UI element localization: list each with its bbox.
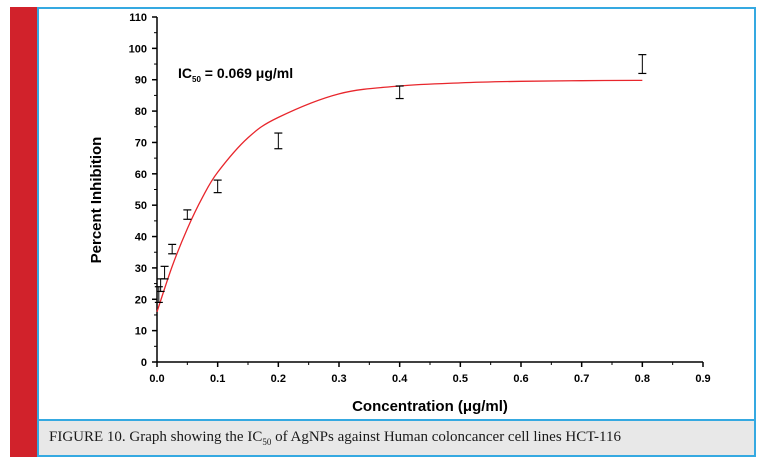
data-point bbox=[213, 179, 222, 194]
y-tick-label: 30 bbox=[135, 263, 147, 275]
ic50-annotation: IC50 = 0.069 μg/ml bbox=[178, 65, 293, 84]
data-point bbox=[160, 265, 169, 280]
y-tick-label: 0 bbox=[141, 357, 147, 369]
y-tick-label: 90 bbox=[135, 75, 147, 87]
x-tick-label: 0.3 bbox=[331, 373, 346, 385]
y-tick-label: 70 bbox=[135, 137, 147, 149]
fit-curve bbox=[156, 79, 643, 313]
data-point bbox=[638, 54, 647, 75]
ic50-annotation-subscript: 50 bbox=[192, 75, 201, 84]
chart-points bbox=[154, 54, 647, 304]
figure-caption: FIGURE 10. Graph showing the IC50 of AgN… bbox=[49, 429, 621, 447]
chart-ticks: 0 10 20 30 40 50 60 70 80 90 100 110 0.0 0.1 0.2 0.3 0.4… bbox=[129, 12, 711, 385]
side-accent-bar bbox=[10, 7, 37, 457]
data-point bbox=[395, 85, 404, 100]
x-tick-label: 0.8 bbox=[635, 373, 650, 385]
x-tick-label: 0.0 bbox=[149, 373, 164, 385]
x-axis-title: Concentration (μg/ml) bbox=[352, 398, 508, 415]
caption-subscript: 50 bbox=[262, 437, 272, 447]
x-tick-label: 0.1 bbox=[210, 373, 225, 385]
ic50-annotation-prefix: IC bbox=[178, 65, 192, 81]
data-point bbox=[274, 132, 283, 150]
y-axis-title: Percent Inhibition bbox=[88, 137, 105, 264]
y-tick-label: 80 bbox=[135, 106, 147, 118]
y-tick-label: 60 bbox=[135, 169, 147, 181]
x-tick-label: 0.4 bbox=[392, 373, 408, 385]
x-tick-label: 0.7 bbox=[574, 373, 589, 385]
y-tick-label: 40 bbox=[135, 232, 147, 244]
y-tick-label: 10 bbox=[135, 326, 147, 338]
data-point bbox=[154, 286, 163, 304]
data-point bbox=[168, 243, 177, 255]
x-tick-label: 0.2 bbox=[271, 373, 286, 385]
y-tick-label: 20 bbox=[135, 294, 147, 306]
data-point bbox=[183, 209, 192, 220]
x-tick-label: 0.9 bbox=[695, 373, 710, 385]
caption-suffix: of AgNPs against Human coloncancer cell … bbox=[271, 429, 621, 445]
x-tick-label: 0.5 bbox=[453, 373, 468, 385]
figure-caption-box: FIGURE 10. Graph showing the IC50 of AgN… bbox=[37, 419, 756, 457]
caption-prefix: FIGURE 10. Graph showing the IC bbox=[49, 429, 263, 445]
y-tick-label: 110 bbox=[129, 12, 147, 24]
y-tick-label: 50 bbox=[135, 200, 147, 212]
x-tick-label: 0.6 bbox=[513, 373, 528, 385]
data-point bbox=[156, 278, 165, 293]
y-tick-label: 100 bbox=[129, 43, 147, 55]
ic50-annotation-suffix: = 0.069 μg/ml bbox=[201, 65, 293, 81]
